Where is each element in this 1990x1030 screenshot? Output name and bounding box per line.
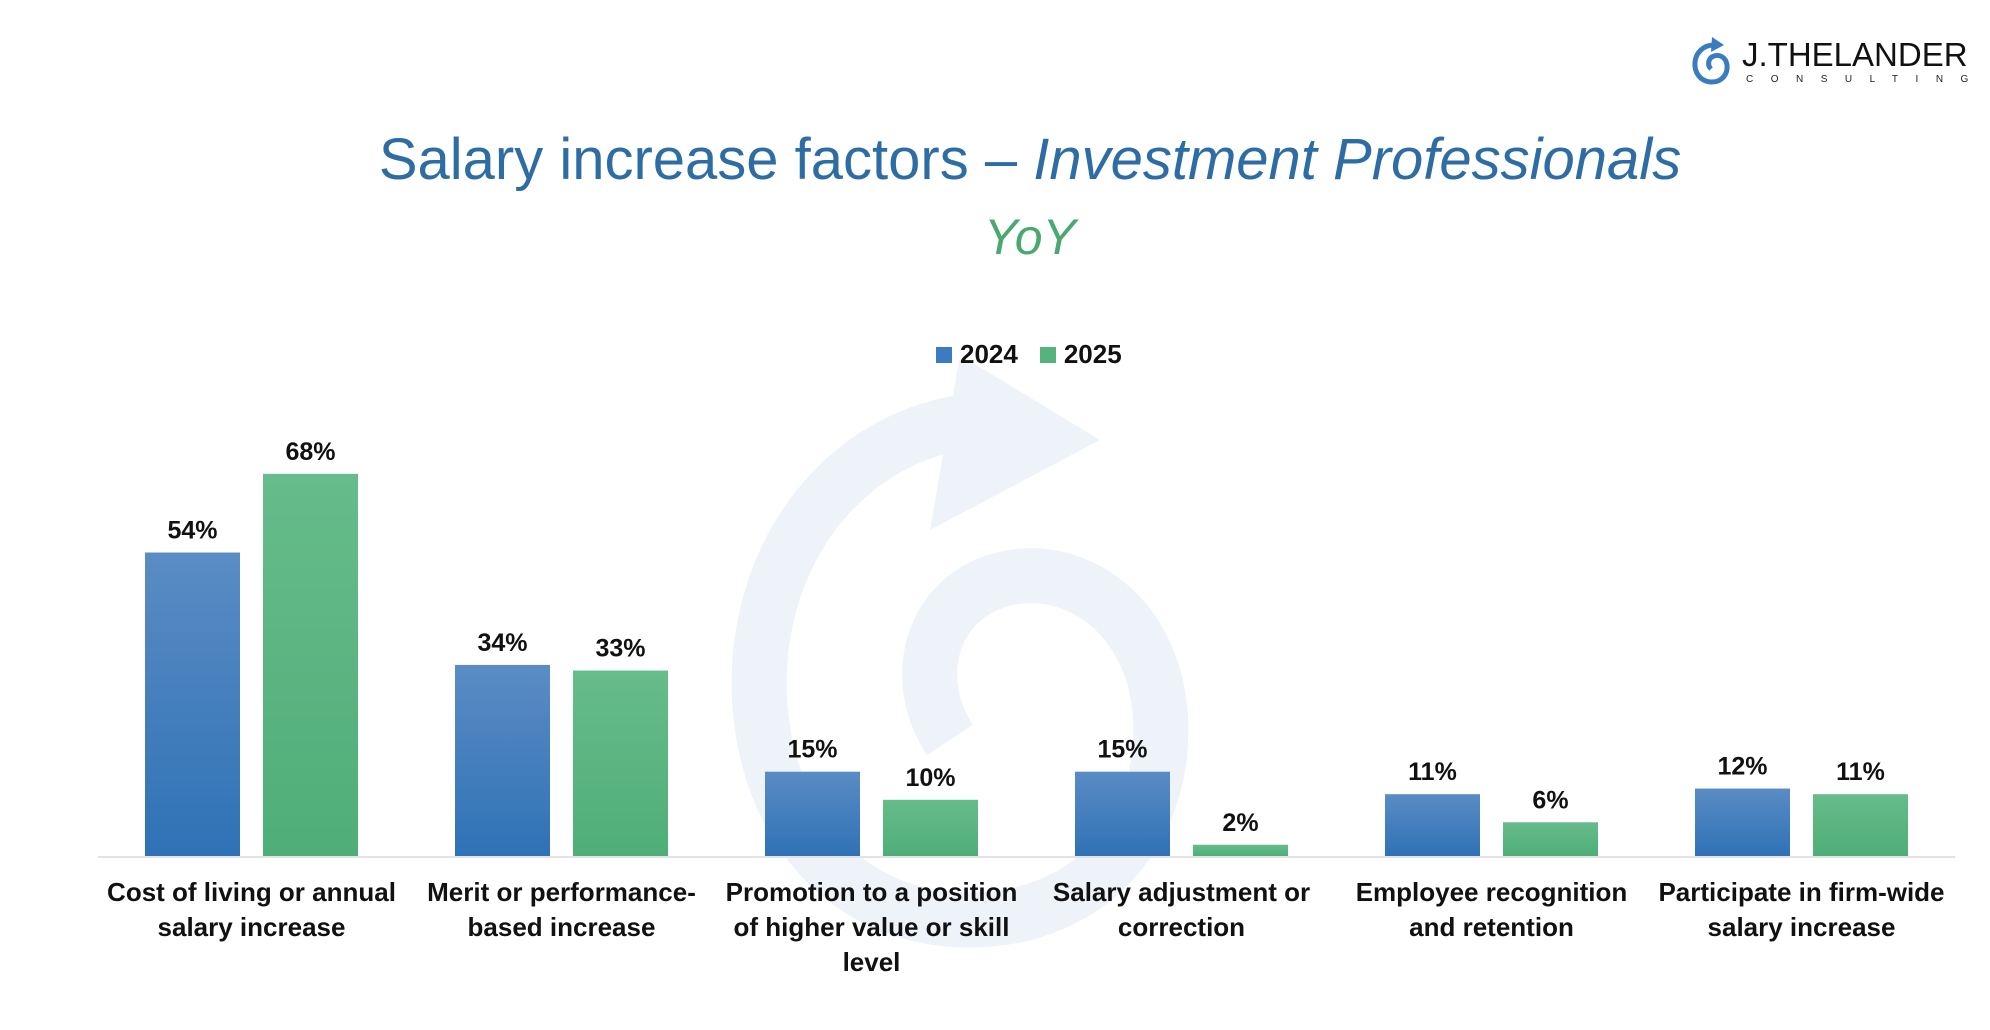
logo-subtitle: CONSULTING: [1746, 74, 1986, 85]
data-label-2024-2: 15%: [787, 736, 837, 764]
bar-2025-1: [573, 670, 668, 856]
data-label-2025-2: 10%: [905, 764, 955, 792]
spiral-arrow-icon: [1692, 37, 1730, 85]
data-label-2024-3: 15%: [1097, 736, 1147, 764]
bar-2025-2: [883, 799, 978, 856]
bar-2024-1: [455, 664, 550, 856]
category-label-1: Merit or performance- based increase: [427, 877, 696, 942]
legend-swatch-2024: [936, 346, 952, 363]
page-title: Salary increase factors – Investment Pro…: [0, 126, 1990, 193]
legend-label-2025: 2025: [1063, 339, 1122, 369]
bar-2025-3: [1193, 844, 1288, 856]
category-label-4: Employee recognition and retention: [1355, 877, 1628, 942]
category-label-3: Salary adjustment or correction: [1052, 877, 1311, 942]
data-label-2025-1: 33%: [595, 635, 645, 663]
logo-name: J.THELANDER: [1742, 36, 1968, 73]
legend-label-2024: 2024: [960, 339, 1018, 369]
data-label-2024-1: 34%: [477, 629, 527, 657]
data-label-2025-5: 11%: [1836, 758, 1885, 786]
legend-swatch-2025: [1039, 346, 1056, 363]
bar-2024-5: [1695, 788, 1790, 856]
legend-item-2025: 2025: [1039, 339, 1122, 370]
company-logo: J.THELANDER CONSULTING: [1690, 34, 1968, 90]
page-subtitle: YoY: [984, 209, 1076, 265]
category-label-2: Promotion to a position of higher value …: [725, 877, 1018, 977]
data-label-2025-0: 68%: [285, 438, 335, 466]
bar-2025-4: [1503, 822, 1598, 856]
bar-2024-3: [1075, 771, 1170, 856]
watermark-spiral-icon: [731, 360, 1189, 948]
data-label-2025-3: 2%: [1222, 809, 1258, 837]
bar-2024-4: [1385, 794, 1480, 856]
data-label-2024-4: 11%: [1408, 758, 1457, 786]
category-label-0: Cost of living or annual salary increase: [107, 877, 396, 942]
bar-2025-0: [263, 473, 358, 856]
bar-2024-0: [145, 552, 240, 856]
bar-2024-2: [765, 771, 860, 856]
data-label-2024-5: 12%: [1717, 753, 1767, 781]
title-main: Salary increase factors –: [378, 127, 1034, 192]
data-label-2025-4: 6%: [1532, 786, 1568, 814]
chart-legend: 2024 2025: [936, 339, 1144, 370]
bar-2025-5: [1813, 794, 1908, 856]
data-label-2024-0: 54%: [167, 517, 217, 545]
title-italic: Investment Professionals: [1033, 127, 1682, 192]
category-label-5: Participate in firm-wide salary increase: [1658, 877, 1945, 942]
legend-item-2024: 2024: [936, 339, 1018, 370]
